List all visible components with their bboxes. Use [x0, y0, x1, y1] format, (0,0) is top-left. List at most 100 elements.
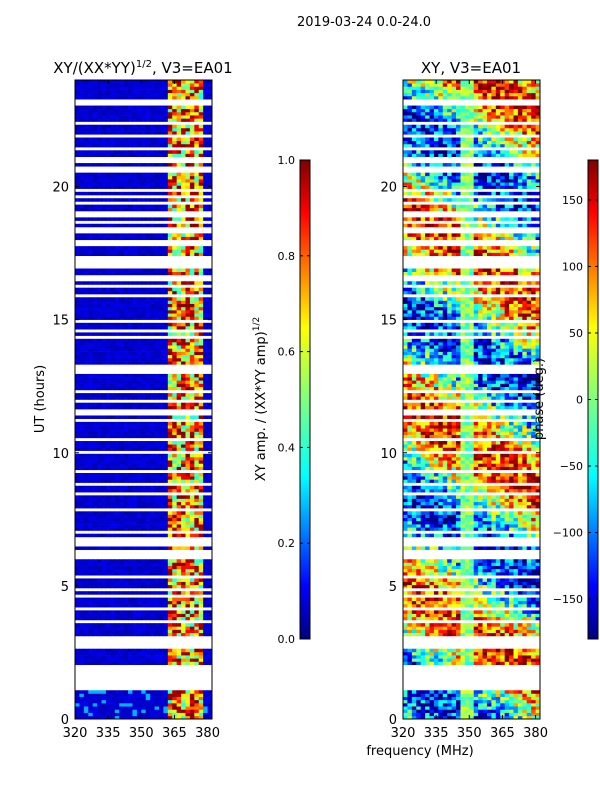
- heatmap-cell: [110, 281, 116, 285]
- heatmap-cell: [79, 386, 85, 391]
- heatmap-cell: [110, 386, 116, 391]
- heatmap-cell: [79, 252, 85, 257]
- heatmap-cell: [469, 651, 475, 656]
- heatmap-cell: [207, 441, 213, 445]
- heatmap-cell: [429, 610, 435, 614]
- heatmap-cell: [110, 268, 116, 272]
- heatmap-cell: [207, 95, 213, 100]
- heatmap-cell: [145, 533, 151, 538]
- heatmap-cell: [92, 581, 98, 586]
- heatmap-cell: [97, 457, 102, 461]
- heatmap-cell: [128, 179, 133, 183]
- heatmap-cell: [535, 591, 541, 595]
- heatmap-cell: [158, 316, 164, 320]
- heatmap-cell: [185, 377, 191, 381]
- heatmap-cell: [176, 565, 182, 570]
- heatmap-cell: [110, 629, 116, 634]
- heatmap-cell: [105, 322, 111, 327]
- heatmap-cell: [504, 581, 510, 586]
- heatmap-cell: [114, 533, 120, 538]
- heatmap-cell: [163, 655, 169, 659]
- heatmap-cell: [97, 578, 102, 582]
- heatmap-cell: [181, 287, 186, 292]
- heatmap-cell: [517, 690, 523, 694]
- heatmap-cell: [464, 626, 470, 630]
- heatmap-cell: [407, 690, 413, 694]
- heatmap-cell: [128, 268, 133, 272]
- heatmap-cell: [145, 444, 151, 448]
- heatmap-cell: [189, 603, 195, 608]
- heatmap-cell: [83, 86, 89, 90]
- heatmap-cell: [101, 393, 107, 397]
- heatmap-cell: [203, 332, 208, 336]
- heatmap-cell: [128, 118, 133, 122]
- heatmap-cell: [150, 466, 155, 471]
- heatmap-cell: [145, 460, 151, 464]
- heatmap-cell: [132, 297, 138, 301]
- heatmap-cell: [110, 338, 116, 343]
- heatmap-cell: [167, 233, 173, 237]
- heatmap-cell: [114, 306, 120, 311]
- heatmap-cell: [145, 661, 151, 665]
- heatmap-cell: [75, 377, 80, 381]
- heatmap-cell: [163, 485, 169, 490]
- heatmap-cell: [207, 703, 213, 707]
- heatmap-cell: [83, 236, 89, 241]
- heatmap-cell: [203, 377, 208, 381]
- heatmap-cell: [75, 706, 80, 710]
- heatmap-cell: [194, 137, 200, 142]
- heatmap-cell: [88, 348, 94, 352]
- heatmap-cell: [486, 632, 492, 637]
- heatmap-cell: [145, 610, 151, 614]
- heatmap-cell: [150, 179, 155, 183]
- heatmap-cell: [167, 479, 173, 483]
- heatmap-cell: [101, 271, 107, 276]
- heatmap-cell: [194, 332, 200, 336]
- heatmap-cell: [189, 80, 195, 84]
- heatmap-cell: [158, 95, 164, 100]
- heatmap-cell: [163, 568, 169, 573]
- heatmap-cell: [105, 661, 111, 665]
- heatmap-cell: [132, 504, 138, 509]
- heatmap-cell: [478, 709, 483, 713]
- heatmap-cell: [132, 386, 138, 391]
- colorbar-tick-label: 0.8: [278, 250, 296, 263]
- heatmap-cell: [92, 198, 98, 202]
- heatmap-cell: [92, 472, 98, 477]
- heatmap-cell: [136, 444, 142, 448]
- heatmap-cell: [119, 712, 125, 717]
- heatmap-cell: [185, 236, 191, 241]
- heatmap-cell: [132, 626, 138, 630]
- heatmap-cell: [198, 287, 204, 292]
- heatmap-cell: [75, 402, 80, 407]
- heatmap-cell: [460, 584, 466, 589]
- heatmap-cell: [207, 92, 213, 97]
- heatmap-cell: [163, 95, 169, 100]
- heatmap-cell: [123, 268, 129, 272]
- heatmap-cell: [75, 524, 80, 528]
- heatmap-cell: [176, 127, 182, 132]
- heatmap-cell: [185, 632, 191, 637]
- heatmap-cell: [194, 434, 200, 439]
- heatmap-cell: [83, 111, 89, 116]
- heatmap-cell: [101, 428, 107, 432]
- heatmap-cell: [185, 504, 191, 509]
- heatmap-cell: [176, 488, 182, 493]
- heatmap-cell: [150, 163, 155, 167]
- heatmap-cell: [119, 581, 125, 586]
- heatmap-cell: [185, 287, 191, 292]
- heatmap-cell: [128, 457, 133, 461]
- heatmap-cell: [509, 712, 514, 717]
- heatmap-cell: [150, 479, 155, 483]
- heatmap-cell: [185, 198, 191, 202]
- heatmap-cell: [123, 111, 129, 116]
- heatmap-cell: [105, 524, 111, 528]
- heatmap-cell: [141, 405, 147, 410]
- heatmap-cell: [132, 217, 138, 221]
- heatmap-cell: [416, 693, 422, 697]
- heatmap-cell: [92, 95, 98, 100]
- heatmap-cell: [176, 581, 182, 586]
- heatmap-cell: [433, 706, 439, 710]
- heatmap-cell: [451, 703, 457, 707]
- heatmap-cell: [110, 326, 116, 330]
